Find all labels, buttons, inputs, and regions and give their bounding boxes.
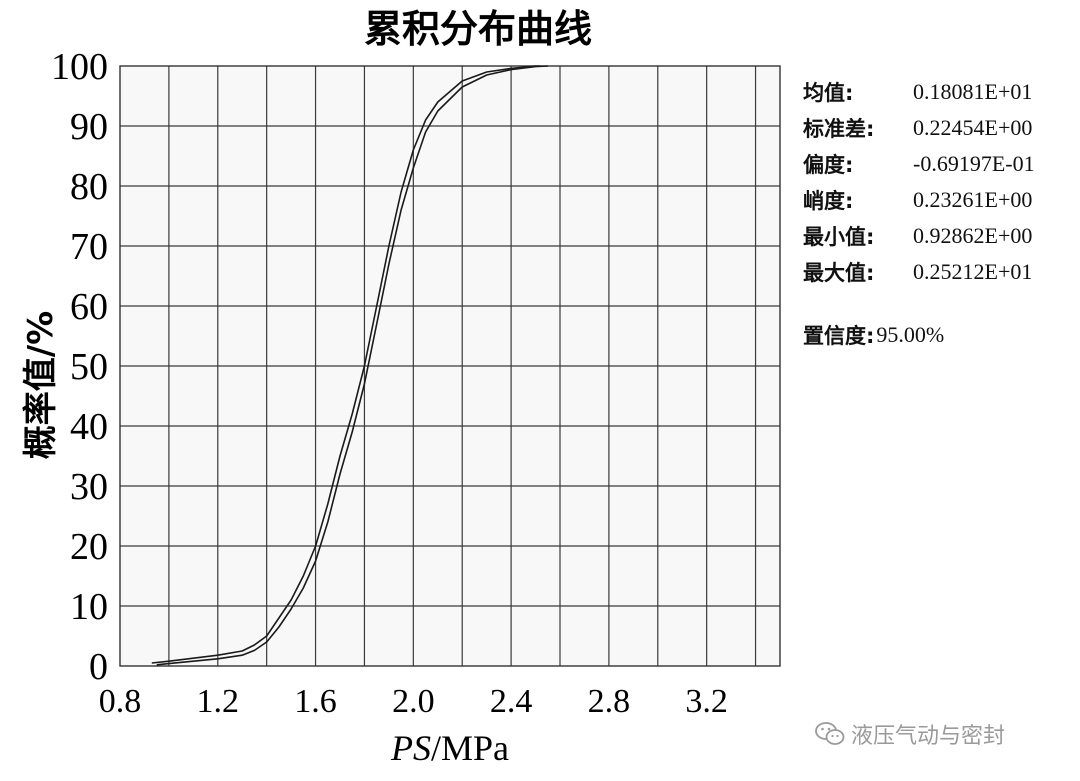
y-axis-label: 概率值/% <box>21 311 61 459</box>
y-tick-label: 10 <box>70 586 108 628</box>
y-tick-label: 50 <box>70 346 108 388</box>
x-axis-label-symbol: PS <box>390 728 431 768</box>
stat-row-mean: 均值: 0.18081E+01 <box>803 74 1073 110</box>
confidence-label: 置信度: <box>803 324 875 348</box>
stat-row-max: 最大值: 0.25212E+01 <box>803 254 1073 290</box>
y-tick-label: 60 <box>70 286 108 328</box>
stat-row-kurtosis: 峭度: 0.23261E+00 <box>803 182 1073 218</box>
confidence-value: 95.00% <box>876 322 945 347</box>
y-tick-label: 90 <box>70 106 108 148</box>
plot-frame <box>119 65 781 667</box>
x-tick-label: 2.0 <box>392 683 435 720</box>
x-axis-label-unit: /MPa <box>431 728 509 768</box>
stat-row-min: 最小值: 0.92862E+00 <box>803 218 1073 254</box>
stat-value: 0.22454E+00 <box>913 115 1033 140</box>
stat-value: -0.69197E-01 <box>913 151 1035 176</box>
stat-value: 0.92862E+00 <box>913 223 1033 248</box>
x-tick-label: 3.2 <box>685 683 728 720</box>
y-tick-label: 0 <box>89 646 108 688</box>
x-tick-label: 2.4 <box>490 683 533 720</box>
y-tick-label: 80 <box>70 166 108 208</box>
y-tick-label: 20 <box>70 526 108 568</box>
stat-label: 最小值: <box>803 225 875 249</box>
x-tick-label: 1.2 <box>197 683 240 720</box>
stat-row-std: 标准差: 0.22454E+00 <box>803 110 1073 146</box>
x-tick-label: 1.6 <box>294 683 337 720</box>
stat-value: 0.23261E+00 <box>913 187 1033 212</box>
stat-label: 偏度: <box>803 153 854 177</box>
x-tick-label: 2.8 <box>588 683 631 720</box>
stat-label: 最大值: <box>803 261 875 285</box>
y-tick-labels: 0 10 20 30 40 50 60 70 80 90 100 <box>51 46 108 688</box>
x-axis-label: PS/MPa <box>390 728 509 768</box>
watermark: 液压气动与密封 <box>815 718 1005 750</box>
series-line-1 <box>151 65 541 664</box>
series-line-2 <box>156 65 548 666</box>
stat-label: 峭度: <box>803 189 854 213</box>
stat-label: 标准差: <box>803 117 875 141</box>
y-tick-label: 100 <box>51 46 108 88</box>
chart-title: 累积分布曲线 <box>364 7 592 51</box>
x-tick-labels: 0.8 1.2 1.6 2.0 2.4 2.8 3.2 <box>99 683 728 720</box>
confidence-row: 置信度: 95.00% <box>803 320 1073 350</box>
y-tick-label: 70 <box>70 226 108 268</box>
y-tick-label: 40 <box>70 406 108 448</box>
y-tick-label: 30 <box>70 466 108 508</box>
stat-label: 均值: <box>803 81 854 105</box>
stat-row-skewness: 偏度: -0.69197E-01 <box>803 146 1073 182</box>
watermark-text: 液压气动与密封 <box>851 724 1006 749</box>
statistics-panel: 均值: 0.18081E+01 标准差: 0.22454E+00 偏度: -0.… <box>803 74 1073 350</box>
series-lines <box>151 65 548 666</box>
wechat-icon <box>815 722 845 745</box>
stat-value: 0.18081E+01 <box>913 79 1033 104</box>
stat-value: 0.25212E+01 <box>913 259 1033 284</box>
x-tick-label: 0.8 <box>99 683 142 720</box>
